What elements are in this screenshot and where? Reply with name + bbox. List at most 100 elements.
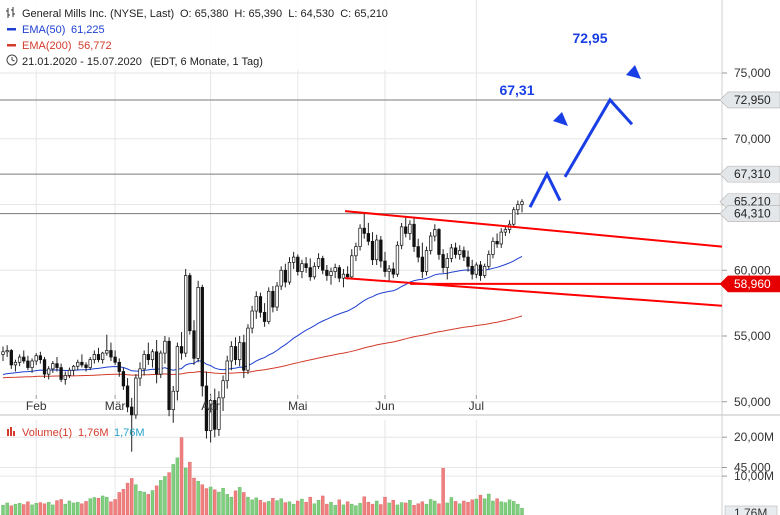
candle [196,280,200,363]
candle [5,345,9,358]
volume-bar [233,490,238,515]
volume-icon [7,427,15,436]
candle-body-down [9,350,13,366]
y-tick-label: 45,000 [734,461,771,475]
volume-bar [271,498,275,515]
candle [22,350,26,364]
candle-body-up [217,397,221,430]
candle-body-up [163,340,167,354]
candle-body-up [105,350,109,354]
volume-bar [146,494,151,515]
volume-bar [225,494,229,515]
candle-body-up [13,361,18,366]
candle-body-up [30,360,34,368]
volume-tick-label: 20,00M [734,430,774,444]
candlesticks [1,199,524,452]
candle [17,354,22,367]
volume-bar [516,503,520,515]
candle-body-up [512,209,516,225]
price-annotations: 72,95 67,31 [499,30,607,98]
candle-body-up [329,271,333,276]
moving-averages [2,255,523,379]
volume-bar [121,489,126,515]
candle [491,237,495,259]
candle [395,241,400,277]
volume-legend: Volume(1) 1,76M 1,76M [7,427,145,439]
forecast-arrow-short [528,170,562,208]
candle-body-down [121,371,126,387]
clock-icon [6,54,18,66]
x-tick-label: Apr [201,399,220,413]
volume-bar [503,502,508,515]
candle [329,267,333,285]
price-tag-label: 65,210 [734,195,771,209]
volume-bar [113,499,117,515]
volume-bar [258,500,263,515]
candle [125,378,130,413]
candle-body-down [213,400,217,430]
candle [354,242,358,262]
candle [59,363,63,383]
candle [208,393,213,443]
candle [100,351,105,364]
candle-body-up [499,231,503,245]
candle [130,397,134,452]
candle-body-up [150,351,155,361]
candle [424,246,429,276]
candle [238,336,242,367]
candle [105,334,109,356]
candle [47,366,51,380]
candle [258,292,263,318]
volume-bar [88,498,92,515]
legend-ema200-label: EMA(200) [22,40,72,52]
candle [150,349,155,368]
candle [138,362,142,386]
volume-bar [283,502,288,515]
candle [233,337,238,365]
candle [512,207,516,227]
candle [399,222,404,250]
volume-value-blue: 1,76M [114,427,145,439]
candle [221,375,225,411]
candle [437,228,441,260]
candle-body-up [88,359,92,368]
legend-ema200-value: 56,772 [78,40,112,52]
candle-body-up [250,310,254,329]
candle-body-up [458,250,462,255]
candle [179,332,184,360]
price-tag: 67,310 [719,165,780,183]
legend-range-note: (EDT, 6 Monate, 1 Tag) [150,56,263,68]
candle [325,264,329,281]
volume-bar [296,500,300,515]
candle-body-down [478,264,483,276]
candle-body-down [271,290,275,308]
candle [113,350,117,365]
candle-body-down [420,256,425,272]
volume-bar [428,499,433,515]
candle-body-down [366,233,371,242]
candle [416,238,420,263]
support-trend-line [344,277,723,307]
candle-body-down [113,356,117,363]
price-tag: 72,950 [719,91,780,109]
candle-body-down [117,361,121,372]
candle [121,367,126,390]
candle [341,268,346,288]
volume-bar [412,505,416,515]
candle [134,374,138,419]
volume-bar [213,489,217,515]
price-tag-label: 58,960 [734,277,771,291]
candle-body-up [34,355,38,362]
volume-bar [175,457,180,515]
candle-body-up [350,255,354,278]
volume-tick-label: 10,00M [734,469,774,483]
volume-bar [59,499,63,515]
candle-body-down [59,367,63,380]
price-tag-support: 58,960 [719,275,780,293]
candle [462,246,466,262]
candle [370,232,375,265]
candle [92,350,96,364]
volume-bar [267,501,271,515]
candle [304,257,308,273]
time-axis: Feb Mär Apr Mai Jun Jul [26,395,484,413]
